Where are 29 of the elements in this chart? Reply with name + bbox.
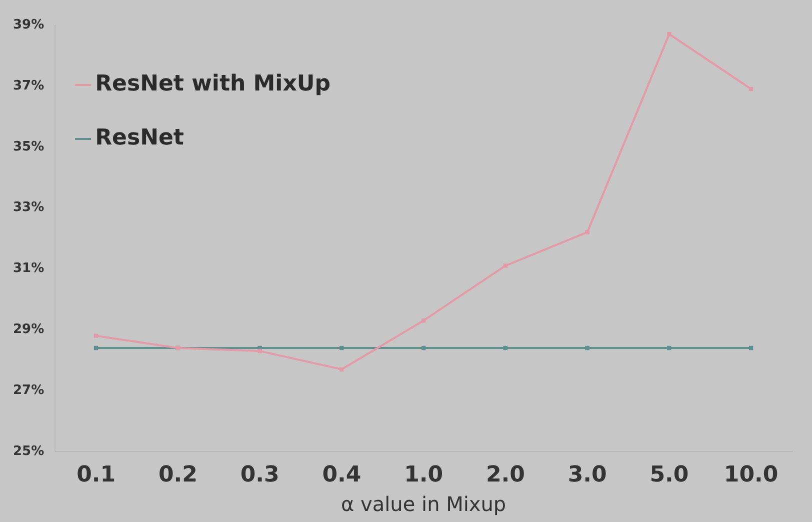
y-tick-label: 31% <box>12 261 44 276</box>
y-tick-label: 27% <box>12 383 44 398</box>
x-tick-label: 0.3 <box>240 462 280 488</box>
point <box>340 367 344 372</box>
point <box>585 346 590 350</box>
y-tick-label: 35% <box>12 139 44 154</box>
point <box>667 32 672 36</box>
x-tick-label: 3.0 <box>568 462 607 488</box>
x-tick-label: 1.0 <box>404 462 444 488</box>
point <box>94 334 98 338</box>
x-tick-label: 0.1 <box>76 462 116 488</box>
legend-label: ResNet with MixUp <box>95 72 331 97</box>
y-tick-label: 33% <box>12 200 44 216</box>
x-tick-label: 10.0 <box>724 462 778 488</box>
x-tick-label: 2.0 <box>486 462 525 488</box>
x-axis-title: α value in Mixup <box>340 492 506 516</box>
point <box>503 264 508 268</box>
y-tick-label: 25% <box>12 444 44 459</box>
point <box>667 346 672 350</box>
y-tick-label: 39% <box>12 17 44 32</box>
x-tick-label: 5.0 <box>650 462 689 488</box>
point <box>585 230 590 234</box>
point <box>258 348 262 354</box>
legend-label: ResNet <box>95 126 184 151</box>
point <box>340 346 344 350</box>
x-tick-label: 0.2 <box>158 462 198 488</box>
y-tick-label: 37% <box>12 78 44 94</box>
y-tick-label: 29% <box>12 322 44 338</box>
x-tick-label: 0.4 <box>322 462 362 488</box>
